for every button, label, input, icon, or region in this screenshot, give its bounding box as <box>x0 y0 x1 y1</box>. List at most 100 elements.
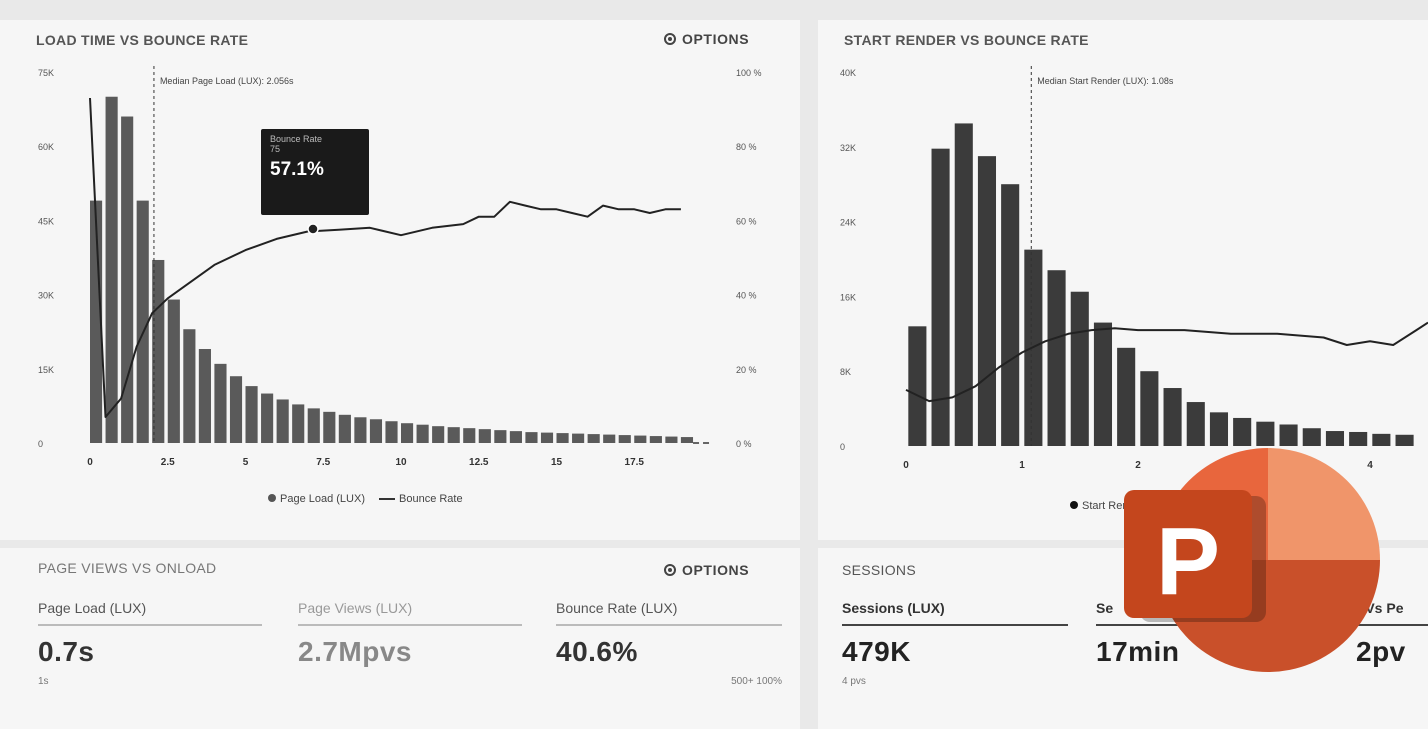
bar <box>494 430 507 443</box>
y2-tick-label: 100 % <box>736 68 762 78</box>
metric-label: Se <box>1096 600 1246 626</box>
options-label: OPTIONS <box>682 562 750 578</box>
bar <box>1117 347 1136 446</box>
panel-title: START RENDER VS BOUNCE RATE <box>844 32 1089 48</box>
bar <box>214 363 227 443</box>
metric-value: 2.7Mpvs <box>298 636 412 667</box>
tooltip-value: 57.1% <box>270 158 324 180</box>
legend-label: Page Load (LUX) <box>280 493 365 505</box>
bar <box>1001 184 1020 446</box>
bar <box>385 421 398 443</box>
logo-tile <box>1124 490 1252 618</box>
x-tick-label: 1 <box>1019 460 1025 471</box>
bar <box>1209 412 1229 446</box>
bar <box>276 399 289 443</box>
bar <box>167 299 180 443</box>
bar <box>1186 402 1205 446</box>
logo-letter: P <box>1156 508 1220 615</box>
panel-title: LOAD TIME VS BOUNCE RATE <box>36 32 249 48</box>
options-button[interactable]: OPTIONS <box>664 562 749 578</box>
metric-value: 2pv <box>1356 636 1406 667</box>
metric-sub: 1s <box>38 676 49 687</box>
bar <box>323 411 336 443</box>
bar <box>1070 291 1089 446</box>
x-tick-label: 2.5 <box>161 457 175 468</box>
y2-tick-label: 80 % <box>736 142 757 152</box>
legend-dot-icon <box>268 494 276 502</box>
bar <box>509 431 522 443</box>
bar <box>292 404 305 443</box>
metric-value: 479K <box>842 636 911 667</box>
y-tick-label: 32K <box>840 143 856 153</box>
bar <box>618 435 631 443</box>
bar <box>1349 431 1368 446</box>
bar <box>931 148 950 447</box>
x-tick-label: 10 <box>395 457 407 468</box>
bounce-rate-line <box>905 321 1428 403</box>
legend-label: Bounce Rate <box>399 493 463 505</box>
bar <box>556 433 569 443</box>
bounce-rate-tooltip: Bounce Rate 75 57.1% <box>261 129 369 215</box>
x-tick-label: 4 <box>1367 460 1373 471</box>
bar <box>1233 417 1252 446</box>
metric-label: Sessions (LUX) <box>842 600 1068 626</box>
options-label: OPTIONS <box>682 31 750 47</box>
bounce-rate-line <box>89 97 681 418</box>
bar <box>307 408 320 443</box>
logo-segment <box>1268 448 1380 560</box>
bar <box>432 426 445 443</box>
bar <box>354 417 367 443</box>
panel-title: SESSIONS <box>842 562 916 578</box>
bar <box>198 349 211 443</box>
y-tick-label: 0 <box>840 442 845 452</box>
x-tick-label: 0 <box>903 460 909 471</box>
bar <box>649 436 662 443</box>
metric-sub: 500+ 100% <box>731 676 782 687</box>
y-tick-label: 60K <box>38 142 54 152</box>
bar <box>416 424 429 443</box>
metric-page-views: Page Views (LUX) 2.7Mpvs <box>298 600 522 676</box>
bar <box>463 428 476 443</box>
x-tick-label: 0 <box>87 457 93 468</box>
metric-sub: 4 pvs <box>842 676 866 687</box>
metric-sessions: Sessions (LUX) 479K 4 pvs <box>842 600 1068 687</box>
x-tick-label: 15 <box>551 457 563 468</box>
bar <box>245 386 258 443</box>
bar <box>634 435 647 443</box>
bar <box>229 376 243 443</box>
metric-label: Page Load (LUX) <box>38 600 262 626</box>
metric-value: 0.7s <box>38 636 95 667</box>
tooltip-sub: 75 <box>270 143 281 154</box>
y-tick-label: 16K <box>840 292 856 302</box>
legend-line-icon <box>379 498 395 501</box>
bar <box>540 432 554 443</box>
bar <box>1256 421 1275 446</box>
bar <box>908 326 927 446</box>
bar <box>1140 371 1159 446</box>
metric-session-length: Se 17min <box>1096 600 1246 668</box>
metric-value: 17min <box>1096 636 1180 667</box>
bar <box>665 436 678 443</box>
bar <box>121 116 134 444</box>
panel-title: PAGE VIEWS VS ONLOAD <box>38 560 217 576</box>
x-tick-label: 7.5 <box>316 457 330 468</box>
metric-value: 40.6% <box>556 636 638 667</box>
y-tick-label: 40K <box>840 68 856 78</box>
bar <box>369 419 383 443</box>
metric-label: Bounce Rate (LUX) <box>556 600 782 626</box>
gear-icon <box>664 564 676 576</box>
bar <box>680 437 694 443</box>
legend-item-bounce-rate[interactable]: Bounce Rate <box>379 493 463 505</box>
y2-tick-label: 40 % <box>736 291 757 301</box>
start-render-chart: 08K16K24K32K40K01234Median Start Render … <box>840 66 1428 471</box>
bar <box>261 393 274 443</box>
x-tick-label: 12.5 <box>469 457 489 468</box>
bar <box>1372 433 1391 446</box>
options-button[interactable]: OPTIONS <box>664 31 749 47</box>
legend-item-page-load[interactable]: Page Load (LUX) <box>268 493 365 505</box>
x-tick-label: 2 <box>1135 460 1141 471</box>
y-tick-label: 24K <box>840 218 856 228</box>
bar <box>977 156 997 446</box>
tooltip-label: Bounce Rate <box>270 134 323 144</box>
bar <box>1395 434 1414 446</box>
